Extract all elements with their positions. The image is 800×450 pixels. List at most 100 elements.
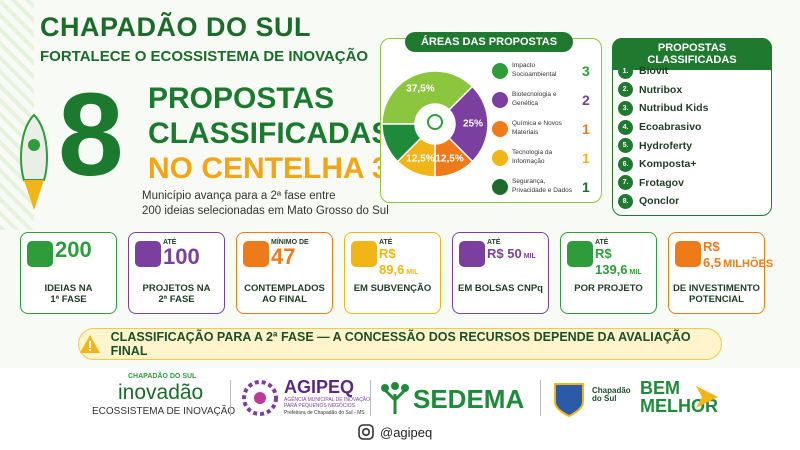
stat-prefix: MÍNIMO DE	[271, 239, 309, 246]
stat-caption: 2ª FASE	[158, 294, 195, 306]
donut-slice	[381, 70, 474, 125]
ranking-item: 8. Qonclor	[618, 192, 708, 211]
stat-caption: IDEIAS NA	[44, 283, 93, 294]
warning-icon	[80, 335, 100, 353]
ranking-item: 2. Nutribox	[618, 81, 708, 100]
stat-card: 200 IDEIAS NA 1ª FASE	[20, 232, 117, 314]
stat-bottom: EM BOLSAS CNPq	[455, 283, 546, 294]
logo-text: MELHOR	[640, 396, 718, 416]
logo-text: CHAPADÃO DO SUL	[128, 373, 197, 380]
area-icon	[492, 120, 508, 137]
rank-number: 6.	[618, 156, 633, 172]
social-handle: @agipeq	[380, 425, 433, 440]
ranking-item: 7. Frotagov	[618, 174, 708, 193]
area-label: Química e Novos Materiais	[512, 120, 562, 136]
area-icon	[492, 62, 508, 79]
stat-suffix: MIL	[523, 253, 536, 260]
separator	[230, 380, 231, 416]
stat-bottom: POR PROJETO	[563, 283, 654, 294]
rank-name: Nutribox	[639, 83, 683, 96]
subtitle: FORTALECE O ECOSSISTEMA DE INOVAÇÃO	[40, 48, 369, 65]
stat-card: ATÉ R$ 50 MIL EM BOLSAS CNPq	[452, 232, 549, 314]
stat-card: R$ 6,5 MILHÕES DE INVESTIMENTO POTENCIAL	[668, 232, 773, 314]
stat-main: ATÉ 100	[163, 239, 222, 268]
ranking-list: 1. Biovit 2. Nutribox 3. Nutribud Kids 4. Ecoab…	[618, 62, 708, 211]
stat-caption: DE INVESTIMENTO	[673, 283, 760, 294]
rank-number: 8.	[618, 193, 633, 209]
slice-label: 12,5%	[435, 154, 463, 165]
logo-text: Prefeitura de Chapadão do Sul - MS	[284, 410, 365, 416]
rank-number: 5.	[618, 138, 633, 154]
ranking-item: 4. Ecoabrasivo	[618, 118, 708, 137]
rank-name: Hydroferty	[639, 139, 693, 152]
logo-text: SEDEMA	[413, 384, 525, 414]
stat-icon	[675, 241, 701, 267]
stat-main: MÍNIMO DE 47	[271, 239, 330, 268]
stat-caption: POTENCIAL	[689, 294, 744, 306]
stat-bottom: PROJETOS NA 2ª FASE	[131, 283, 222, 306]
stat-value: R$ 50	[487, 246, 522, 261]
area-item: Química e Novos Materiais 1	[492, 114, 596, 143]
stat-card: MÍNIMO DE 47 CONTEMPLADOS AO FINAL	[236, 232, 333, 314]
areas-panel	[380, 38, 602, 203]
rank-number: 4.	[618, 119, 633, 135]
description: 200 ideias selecionadas em Mato Grosso d…	[142, 205, 389, 217]
separator	[540, 380, 541, 416]
stat-card: ATÉ R$ 139,6 MIL POR PROJETO	[560, 232, 657, 314]
area-label: Impacto Socioambiental	[512, 62, 557, 78]
rank-name: Qonclor	[639, 195, 680, 208]
rank-name: Nutribud Kids	[639, 102, 709, 115]
ranking-item: 1. Biovit	[618, 62, 708, 81]
stat-main: R$ 6,5 MILHÕES	[703, 239, 773, 271]
ranking-item: 6. Komposta+	[618, 155, 708, 174]
rank-name: Biovit	[639, 65, 669, 78]
logo-text: BEM	[640, 378, 680, 398]
stat-main: ATÉ R$ 50 MIL	[487, 239, 546, 262]
stat-card: ATÉ R$ 89,6 MIL EM SUBVENÇÃO	[344, 232, 441, 314]
area-icon	[492, 91, 508, 108]
stat-icon	[243, 241, 269, 267]
agipeq-icon	[242, 380, 278, 416]
rank-name: Komposta+	[639, 158, 697, 171]
stat-main: ATÉ R$ 139,6 MIL	[595, 239, 654, 278]
arrow-icon	[696, 386, 718, 408]
stat-bottom: EM SUBVENÇÃO	[347, 283, 438, 294]
logo-text: AGÊNCIA MUNICIPAL DE INOVAÇÃO	[284, 397, 371, 403]
stat-value: R$ 89,6	[379, 246, 405, 277]
banner: CLASSIFICAÇÃO PARA A 2ª FASE — A CONCESS…	[78, 328, 722, 360]
stat-caption: AO FINAL	[262, 294, 307, 306]
stat-bottom: CONTEMPLADOS AO FINAL	[239, 283, 330, 306]
rank-number: 3.	[618, 100, 633, 116]
stat-prefix: ATÉ	[163, 239, 177, 246]
areas-title: ÁREAS DAS PROPOSTAS	[405, 32, 573, 52]
separator	[370, 380, 371, 416]
hero-line: NO CENTELHA 3	[148, 152, 389, 185]
donut-slice	[381, 123, 422, 163]
stat-value: R$ 139,6	[595, 246, 628, 277]
logo-text: AGIPEQ	[284, 377, 355, 397]
logo-text: ECOSSISTEMA DE INOVAÇÃO	[92, 406, 236, 417]
stat-value: 47	[271, 244, 296, 269]
hero-number: 8	[58, 69, 124, 201]
stat-caption: 1ª FASE	[50, 294, 87, 306]
rank-number: 1.	[618, 63, 633, 79]
area-label: Biotecnologia e Genética	[512, 91, 557, 107]
rocket-icon	[20, 113, 48, 210]
description: Município avança para a 2ª fase entre	[142, 190, 336, 202]
bulb-icon	[427, 114, 443, 130]
rank-number: 7.	[618, 175, 633, 191]
footer	[0, 368, 800, 450]
stat-value: R$ 6,5	[703, 239, 722, 270]
stat-icon	[459, 241, 485, 267]
slice-label: 37,5%	[406, 84, 434, 95]
stat-icon	[351, 241, 377, 267]
donut-center	[417, 106, 453, 142]
slice-label: 12,5%	[406, 154, 434, 165]
ranking-item: 5. Hydroferty	[618, 136, 708, 155]
hero-line: CLASSIFICADAS	[148, 117, 392, 150]
stat-value: 100	[163, 244, 200, 269]
area-count: 1	[582, 120, 590, 137]
stat-value: 200	[55, 237, 92, 262]
logo-text: inovadão	[118, 381, 204, 404]
crest-icon	[554, 383, 584, 418]
